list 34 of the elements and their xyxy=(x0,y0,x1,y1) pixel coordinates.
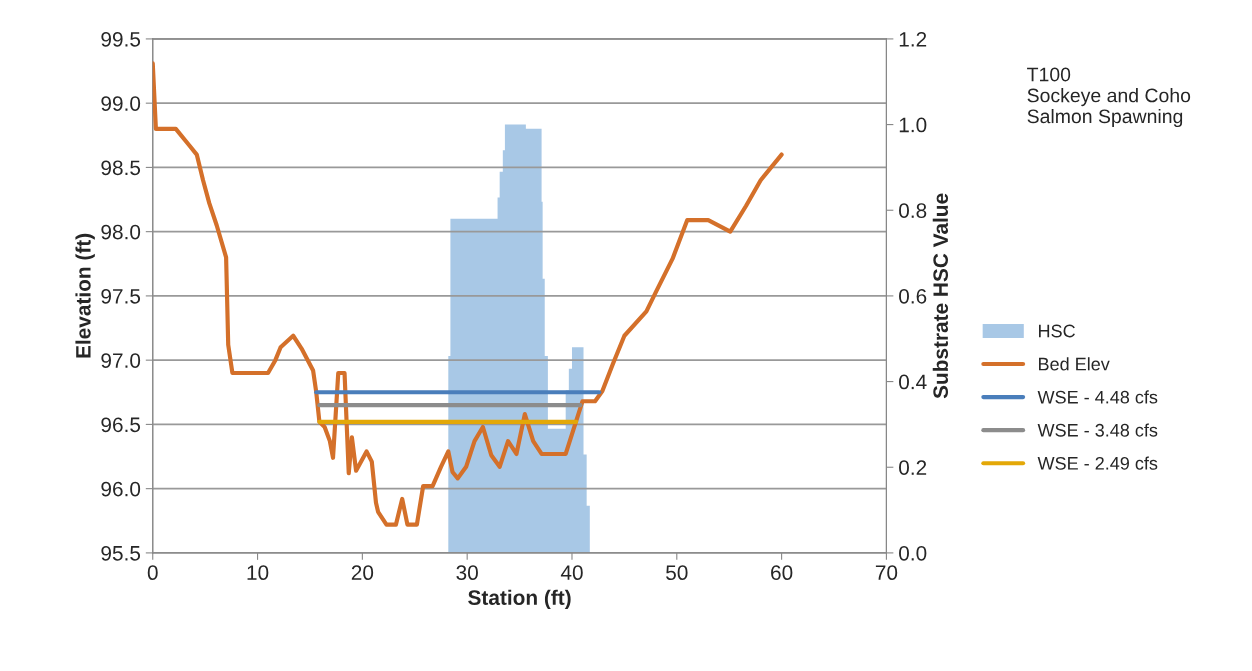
y-tick-label: 99.0 xyxy=(101,96,141,111)
text: T100 Sockeye and Coho Salmon Spawning xyxy=(1027,67,1191,128)
y-tick-label: 97.0 xyxy=(101,353,141,368)
y-tick-label: 95.5 xyxy=(101,545,141,561)
y-tick-label: 98.5 xyxy=(101,160,141,176)
y2-tick-label: 0.8 xyxy=(899,203,927,218)
y2-tick-label: 1.2 xyxy=(899,31,927,47)
legend-label: WSE - 2.49 cfs xyxy=(1037,456,1158,470)
y2-tick-label: 1.0 xyxy=(899,117,927,133)
x-tick-label: 60 xyxy=(771,565,793,581)
x-tick-label: 50 xyxy=(666,565,688,581)
legend-label: Bed Elev xyxy=(1039,357,1110,371)
x-axis-title: Station (ft) xyxy=(468,589,571,610)
x-tick-label: 70 xyxy=(875,565,898,581)
y-tick-label: 96.5 xyxy=(101,417,141,433)
y-axis-title: Elevation (ft) xyxy=(75,233,95,358)
y-tick-label: 99.5 xyxy=(101,31,141,47)
x-tick-label: 10 xyxy=(247,565,269,581)
line-series xyxy=(152,61,784,527)
legend-label: WSE - 4.48 cfs xyxy=(1037,390,1158,404)
y2-axis-title: Substrate HSC Value xyxy=(932,193,949,399)
legend-label: HSC xyxy=(1039,324,1075,338)
y2-tick-label: 0.2 xyxy=(899,460,927,475)
x-tick-label: 30 xyxy=(456,565,478,581)
y-tick-label: 98.0 xyxy=(101,224,141,240)
x-tick-label: 0 xyxy=(147,565,158,581)
legend-label: WSE - 3.48 cfs xyxy=(1037,423,1158,437)
y2-tick-label: 0.0 xyxy=(899,545,927,561)
x-tick-label: 20 xyxy=(351,565,374,581)
y2-tick-label: 0.4 xyxy=(899,374,927,390)
y2-tick-label: 0.6 xyxy=(899,288,927,304)
x-tick-label: 40 xyxy=(560,565,583,581)
y-tick-label: 96.0 xyxy=(101,481,141,497)
y-tick-label: 97.5 xyxy=(101,288,141,304)
